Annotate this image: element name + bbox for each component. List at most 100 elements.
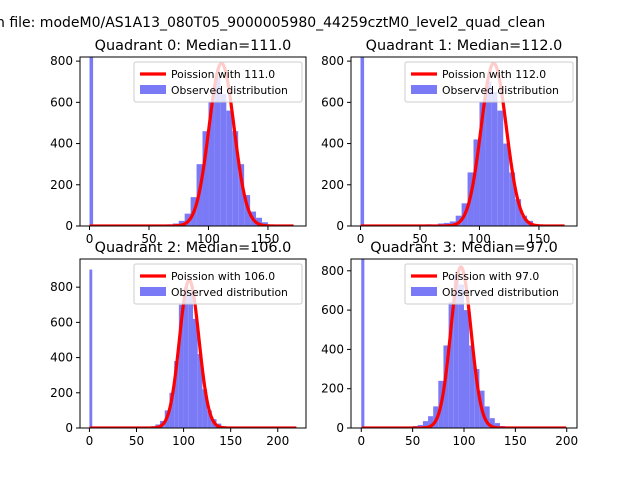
x-tick-label: 0 — [86, 434, 94, 448]
hist-bar — [473, 139, 480, 226]
legend-patch-swatch — [140, 287, 166, 296]
legend-patch-swatch — [140, 85, 166, 94]
x-tick-label: 150 — [504, 434, 527, 448]
legend-patch-swatch — [411, 287, 437, 296]
subplot-title: Quadrant 3: Median=97.0 — [370, 240, 558, 256]
legend: Poission with 97.0 Observed distribution — [404, 263, 574, 305]
axes-frame — [79, 258, 307, 429]
x-tick-label: 50 — [412, 232, 427, 246]
legend-patch-swatch — [411, 85, 437, 94]
hist-bar — [521, 215, 528, 226]
plot-area — [88, 57, 295, 226]
hist-bar — [193, 318, 198, 428]
plot-area — [359, 57, 566, 226]
x-tick-label: 100 — [453, 434, 476, 448]
hist-bar — [226, 110, 233, 226]
y-tick-label: 200 — [50, 178, 73, 192]
x-tick-label: 0 — [357, 232, 365, 246]
legend-box — [133, 61, 303, 103]
legend-box — [404, 61, 574, 103]
y-tick-label: 800 — [321, 264, 344, 278]
hist-bar — [443, 345, 449, 428]
legend-label-observed: Observed distribution — [171, 84, 288, 97]
y-tick-label: 400 — [50, 137, 73, 151]
subplot-2: 0 50 100 150 200 0 200 400 600 800 Quadrant 2: Med… — [50, 240, 307, 448]
hist-bar — [489, 418, 495, 428]
subplot-title: Quadrant 0: Median=111.0 — [95, 38, 292, 54]
hist-bar — [197, 354, 203, 428]
figure-suptitle: n file: modeM0/AS1A13_080T05_9000005980_… — [0, 15, 545, 31]
y-tick-label: 600 — [321, 95, 344, 109]
axes-frame — [79, 56, 307, 227]
hist-bar — [448, 302, 454, 428]
x-tick-label: 50 — [141, 232, 156, 246]
hist-bar — [202, 389, 208, 428]
subplot-title: Quadrant 2: Median=106.0 — [95, 240, 292, 256]
hist-bar — [469, 345, 475, 428]
hist-bar — [238, 164, 245, 226]
hist-bar — [89, 57, 94, 226]
hist-bar — [183, 287, 189, 428]
hist-bar — [479, 102, 486, 226]
hist-bar — [515, 199, 522, 226]
poisson-curve — [359, 61, 566, 226]
y-tick-label: 800 — [321, 54, 344, 68]
x-tick-label: 50 — [129, 434, 144, 448]
y-tick-label: 600 — [50, 315, 73, 329]
y-tick-label: 200 — [50, 386, 73, 400]
legend-label-poisson: Poission with 97.0 — [442, 270, 539, 283]
hist-bar — [484, 406, 490, 428]
y-tick-label: 0 — [65, 421, 73, 435]
legend-label-observed: Observed distribution — [442, 84, 559, 97]
hist-bar — [178, 304, 184, 428]
y-tick-label: 400 — [50, 351, 73, 365]
y-tick-label: 400 — [321, 137, 344, 151]
hist-bar — [89, 269, 93, 428]
hist-bar — [494, 423, 500, 428]
hist-bar — [491, 92, 498, 226]
legend: Poission with 106.0 Observed distribution — [133, 263, 303, 305]
hist-bar — [202, 131, 209, 226]
y-tick-label: 0 — [65, 219, 73, 233]
legend: Poission with 112.0 Observed distribution — [404, 61, 574, 103]
hist-bar — [361, 259, 365, 428]
x-tick-label: 200 — [266, 434, 289, 448]
hist-bar — [474, 369, 480, 428]
y-tick-label: 800 — [50, 280, 73, 294]
hist-bar — [214, 77, 221, 226]
y-tick-label: 600 — [321, 303, 344, 317]
x-tick-label: 0 — [86, 232, 94, 246]
x-tick-label: 50 — [405, 434, 420, 448]
x-tick-label: 200 — [555, 434, 578, 448]
subplot-3: 0 50 100 150 200 0 200 400 600 800 Quadrant 3: Med… — [321, 240, 578, 448]
x-tick-label: 100 — [172, 434, 195, 448]
hist-bar — [169, 392, 175, 428]
hist-bar — [208, 102, 215, 226]
legend-box — [404, 263, 574, 305]
poisson-curve — [88, 61, 295, 226]
hist-bar — [497, 110, 504, 226]
x-tick-label: 100 — [197, 232, 220, 246]
legend-box — [133, 263, 303, 305]
y-tick-label: 200 — [321, 382, 344, 396]
subplot-title: Quadrant 1: Median=112.0 — [366, 38, 563, 54]
legend-label-poisson: Poission with 111.0 — [171, 68, 275, 81]
hist-bar — [232, 131, 239, 226]
legend-label-poisson: Poission with 112.0 — [442, 68, 546, 81]
hist-bar — [428, 416, 434, 428]
y-tick-label: 800 — [50, 54, 73, 68]
y-tick-label: 200 — [321, 178, 344, 192]
x-tick-label: 150 — [219, 434, 242, 448]
hist-bar — [509, 172, 516, 226]
hist-bar — [256, 217, 262, 226]
hist-bar — [464, 310, 470, 428]
hist-bar — [360, 57, 365, 226]
hist-bar — [422, 421, 429, 428]
subplot-0: 0 50 100 150 0 200 400 600 800 Quadrant 0: Median… — [50, 38, 307, 246]
axes-frame — [350, 56, 578, 227]
subplot-1: 0 50 100 150 0 200 400 600 800 Quadrant 1: Median… — [321, 38, 578, 246]
y-tick-label: 0 — [336, 421, 344, 435]
hist-bar — [220, 94, 227, 226]
x-tick-label: 150 — [527, 232, 550, 246]
